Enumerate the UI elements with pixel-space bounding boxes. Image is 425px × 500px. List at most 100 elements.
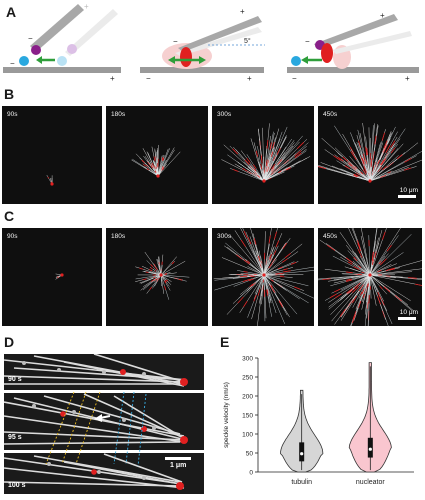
microtubule — [354, 252, 371, 276]
microtubule — [318, 274, 371, 280]
schematic-2 — [140, 16, 265, 73]
nucleator-segment — [371, 259, 374, 266]
nucleator-segment — [380, 159, 385, 166]
y-tick-label: 250 — [242, 375, 253, 382]
y-tick-label: 0 — [249, 470, 253, 477]
microtubule — [160, 274, 162, 287]
nucleator-segment — [345, 257, 353, 263]
nucleator-segment — [240, 239, 246, 247]
panel-label-e: E — [220, 334, 230, 350]
microtubule — [328, 274, 371, 282]
microtubule — [226, 274, 265, 315]
schematic-3 — [287, 14, 419, 73]
nucleator-segment — [366, 148, 368, 156]
faint-bead — [67, 44, 77, 54]
nucleator-segment — [385, 145, 391, 154]
microtubule — [263, 274, 286, 324]
microtubule — [331, 274, 371, 322]
nucleator-segment — [381, 132, 385, 141]
nucleator-segment — [337, 156, 344, 162]
microtubule — [369, 260, 422, 276]
microtubule — [362, 274, 371, 305]
nucleator-segment — [243, 230, 248, 239]
nucleator-segment — [232, 148, 239, 155]
nucleator-segment — [362, 169, 367, 175]
scalebar — [165, 457, 191, 460]
nucleator-segment — [270, 284, 273, 288]
nucleator-segment — [363, 153, 366, 162]
nucleator-segment — [385, 267, 395, 271]
microtubule — [135, 274, 162, 280]
aster-center — [368, 273, 372, 277]
microtubule — [263, 274, 304, 276]
panel-label-b: B — [4, 86, 15, 102]
nucleator-segment — [358, 284, 364, 292]
nucleator-segment — [382, 231, 386, 240]
nucleator-segment — [266, 289, 269, 294]
nucleator-segment — [145, 271, 149, 273]
nucleator-segment — [383, 140, 388, 149]
nucleator-segment — [277, 266, 283, 270]
nucleator-segment — [154, 170, 157, 173]
nucleator-segment — [269, 253, 272, 259]
microtubule — [146, 274, 162, 294]
microtubule — [263, 233, 283, 276]
nucleator-segment — [162, 157, 165, 162]
microtubule — [369, 143, 404, 182]
scalebar-label: 1 μm — [170, 462, 187, 469]
nucleator-segment — [294, 150, 302, 157]
iqr-box-tubulin — [299, 442, 305, 462]
microtubule — [336, 151, 371, 182]
microtubule — [247, 266, 265, 276]
microtubule — [262, 127, 265, 182]
microtubule — [263, 146, 287, 182]
microtubule — [160, 274, 187, 282]
nucleator-segment — [361, 157, 365, 164]
bottom-electrode — [3, 67, 121, 73]
microtubule — [263, 141, 300, 182]
nucleator-segment — [349, 146, 355, 155]
nucleator-segment — [270, 172, 274, 176]
microtubule — [369, 274, 396, 279]
microtubule — [348, 228, 371, 276]
nucleator-segment — [266, 166, 270, 172]
nucleator-segment — [268, 235, 271, 244]
nucleator-segment — [352, 295, 358, 303]
y-tick-label: 50 — [246, 451, 254, 458]
nucleator-segment — [348, 163, 353, 167]
nucleator-segment — [270, 279, 274, 282]
s1-tip-plus: + — [84, 2, 89, 11]
nucleator-segment — [242, 168, 248, 172]
tip-shadow — [65, 9, 118, 56]
microtubule — [160, 260, 186, 276]
nucleator-segment — [260, 163, 263, 170]
micrograph-c-3: 300s — [212, 228, 314, 326]
microtubule — [154, 274, 162, 287]
nucleator-segment — [268, 263, 273, 269]
nucleator-segment — [166, 279, 168, 282]
microtubule — [369, 237, 379, 276]
microtubule — [263, 274, 277, 314]
nucleator-segment — [351, 166, 357, 171]
microtubule — [360, 236, 371, 276]
nucleator-segment — [404, 158, 412, 163]
scalebar-label: 10 μm — [399, 309, 418, 316]
microtubule — [247, 166, 265, 182]
microtubule — [234, 163, 265, 182]
nucleator-segment — [362, 293, 365, 299]
microtubule — [369, 124, 378, 182]
microtubule — [160, 272, 177, 276]
row-label-90s: 90 s — [8, 376, 22, 383]
panel-label-c: C — [4, 208, 15, 224]
nucleator-segment — [257, 288, 261, 296]
nucleator-segment — [374, 161, 377, 166]
nucleator-segment — [294, 286, 301, 290]
microtubule — [369, 263, 397, 276]
nucleator-segment — [150, 279, 155, 282]
nucleator-segment — [150, 165, 154, 169]
nucleator-segment — [371, 251, 374, 261]
median-tubulin — [300, 452, 304, 456]
microtubule — [347, 174, 371, 182]
nucleator-segment — [374, 252, 377, 258]
y-tick-label: 200 — [242, 394, 253, 401]
